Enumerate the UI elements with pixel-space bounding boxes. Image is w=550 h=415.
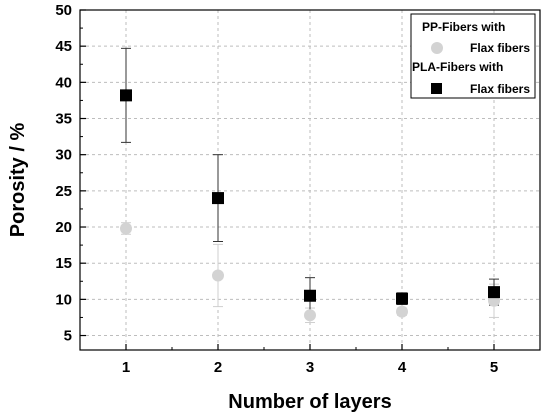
x-tick-label: 1 [122, 359, 130, 376]
data-point-pp-flax [304, 309, 316, 322]
y-tick-label: 50 [55, 2, 72, 19]
data-point-pla-flax [488, 286, 500, 299]
y-tick-label: 30 [55, 147, 72, 164]
y-tick-label: 40 [55, 74, 72, 91]
legend-label-2: Flax fibers [470, 82, 530, 96]
x-axis-ticks: 1 2 3 4 5 [122, 344, 498, 376]
x-tick-label: 2 [214, 359, 222, 376]
y-tick-label: 25 [55, 183, 72, 200]
legend-label-1: Flax fibers [470, 41, 530, 55]
data-point-pla-flax [396, 292, 408, 305]
data-markers [120, 89, 500, 322]
y-tick-label: 35 [55, 111, 72, 128]
y-tick-label: 20 [55, 219, 72, 236]
y-tick-label: 45 [55, 38, 72, 55]
data-point-pla-flax [120, 89, 132, 102]
x-axis-title: Number of layers [228, 391, 391, 413]
data-point-pp-flax [212, 269, 224, 282]
y-axis-title: Porosity / % [7, 123, 29, 238]
x-tick-label: 3 [306, 359, 314, 376]
legend-group-1: PP-Fibers with [422, 20, 505, 34]
data-point-pp-flax [396, 305, 408, 318]
y-tick-label: 10 [55, 291, 72, 308]
y-tick-label: 15 [55, 255, 72, 272]
x-tick-label: 5 [490, 359, 498, 376]
x-tick-label: 4 [398, 359, 407, 376]
legend-group-2: PLA-Fibers with [412, 60, 503, 74]
legend: PP-Fibers with Flax fibers PLA-Fibers wi… [410, 13, 536, 99]
y-axis-ticks: 5 10 15 20 25 30 35 40 45 50 [55, 2, 86, 345]
data-point-pla-flax [212, 192, 224, 205]
legend-marker-2 [431, 83, 442, 94]
legend-marker-1 [431, 42, 443, 54]
data-point-pla-flax [304, 289, 316, 302]
data-point-pp-flax [120, 222, 132, 235]
y-tick-label: 5 [64, 328, 72, 345]
